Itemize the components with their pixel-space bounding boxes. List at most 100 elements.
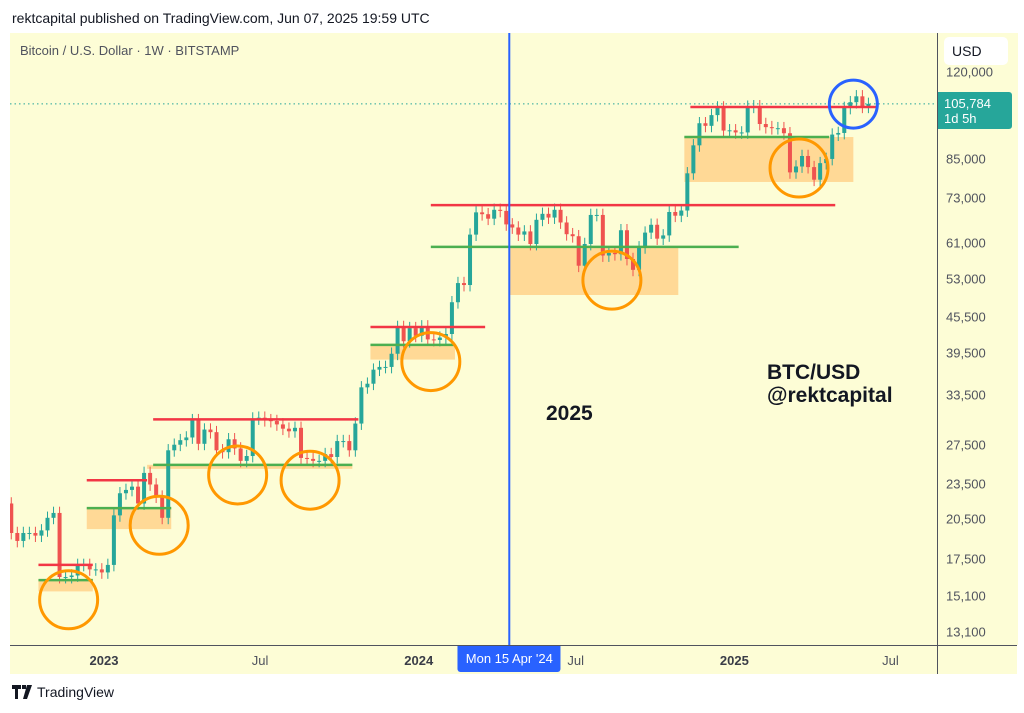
symbol-legend[interactable]: Bitcoin / U.S. Dollar · 1W · BITSTAMP — [20, 43, 240, 58]
time-axis[interactable]: 2023 Jul 2024 Jul 2025 Jul Mon 15 Apr '24 — [10, 645, 1017, 674]
price-tick-label: 53,000 — [946, 271, 986, 287]
candle-down — [781, 128, 786, 134]
candlestick-plot[interactable] — [10, 33, 937, 645]
candle-up — [866, 103, 871, 107]
candle-up — [818, 163, 823, 180]
candle-up — [117, 493, 122, 516]
orange-highlight-circle — [581, 249, 643, 311]
price-tick-label: 20,500 — [946, 511, 986, 527]
handle-annotation: @rektcapital — [767, 384, 893, 407]
candle-down — [148, 472, 153, 485]
candle-down — [413, 328, 418, 336]
candle-down — [860, 96, 865, 107]
axis-corner — [937, 646, 938, 674]
orange-highlight-circle — [128, 494, 190, 556]
candle-up — [691, 145, 696, 174]
candle-down — [238, 448, 243, 461]
price-tick-label: 120,000 — [946, 64, 993, 80]
price-tick-label: 23,500 — [946, 476, 986, 492]
price-tick-label: 17,500 — [946, 551, 986, 567]
candle-up — [661, 235, 666, 239]
blue-highlight-circle — [827, 78, 879, 130]
demand-zone-box — [147, 464, 353, 469]
candle-up — [594, 214, 599, 216]
candle-up — [534, 219, 539, 245]
candle-up — [419, 326, 424, 336]
candle-up — [383, 366, 388, 368]
time-tick-label: Jul — [567, 653, 584, 668]
candle-up — [202, 429, 207, 444]
candle-down — [57, 512, 62, 578]
candle-up — [69, 575, 74, 578]
time-tick-label: 2025 — [719, 653, 749, 668]
candle-up — [643, 232, 648, 248]
price-tick-label: 85,000 — [946, 151, 986, 167]
candle-up — [105, 564, 110, 573]
candle-down — [757, 106, 762, 125]
candle-down — [347, 441, 352, 451]
orange-highlight-circle — [207, 444, 269, 506]
candle-up — [39, 530, 44, 536]
candle-up — [745, 106, 750, 133]
candle-up — [775, 128, 780, 130]
candle-up — [685, 173, 690, 211]
tradingview-logo[interactable]: TradingView — [12, 684, 114, 700]
candle-down — [268, 420, 273, 422]
candle-down — [510, 224, 515, 228]
candle-up — [588, 214, 593, 245]
candle-up — [474, 212, 479, 235]
current-price: 105,784 — [944, 95, 991, 111]
candle-up — [582, 244, 587, 266]
candle-down — [673, 211, 678, 216]
candle-up — [389, 353, 394, 367]
candle-up — [848, 102, 853, 108]
candle-down — [33, 532, 38, 536]
year-annotation: 2025 — [546, 402, 593, 425]
candle-up — [540, 213, 545, 220]
candle-up — [455, 283, 460, 303]
candle-down — [806, 155, 811, 168]
current-price-label: 105,784 1d 5h — [938, 91, 1012, 129]
candle-down — [516, 227, 521, 235]
candle-down — [280, 424, 285, 429]
price-tick-label: 33,500 — [946, 387, 986, 403]
candle-up — [226, 439, 231, 453]
price-axis[interactable]: USD 120,000 85,000 73,000 61,000 53,000 45,50… — [937, 33, 1018, 645]
publish-info: rektcapital published on TradingView.com… — [12, 10, 430, 26]
candle-down — [232, 439, 237, 449]
candle-down — [612, 252, 617, 255]
candle-down — [196, 420, 201, 444]
orange-highlight-circle — [38, 569, 100, 631]
orange-highlight-circle — [279, 449, 341, 511]
currency-button[interactable]: USD — [944, 37, 1008, 65]
candle-down — [214, 432, 219, 451]
candle-up — [836, 132, 841, 135]
candle-down — [15, 532, 20, 541]
candle-down — [311, 458, 316, 461]
demand-zone-box — [38, 580, 93, 592]
candle-down — [600, 214, 605, 256]
candle-down — [299, 427, 304, 458]
candle-up — [468, 234, 473, 286]
orange-highlight-circle — [768, 137, 830, 199]
price-tick-label: 45,500 — [946, 309, 986, 325]
candle-up — [178, 440, 183, 445]
candle-down — [576, 236, 581, 266]
candle-up — [842, 107, 847, 133]
tradingview-brand: TradingView — [37, 684, 115, 700]
candle-down — [431, 339, 436, 341]
candle-down — [274, 421, 279, 425]
candle-down — [812, 167, 817, 180]
candle-up — [27, 532, 32, 534]
candle-down — [570, 234, 575, 237]
tradingview-logo-icon — [12, 685, 32, 699]
time-tick-label: 2024 — [404, 653, 434, 668]
chart-pane[interactable]: Bitcoin / U.S. Dollar · 1W · BITSTAMP 20… — [10, 33, 937, 645]
candle-down — [99, 569, 104, 573]
candle-up — [45, 517, 50, 531]
demand-zone-box — [509, 246, 679, 296]
price-tick-label: 15,100 — [946, 588, 986, 604]
candle-down — [401, 326, 406, 342]
pair-annotation: BTC/USD — [767, 361, 861, 384]
candle-up — [667, 211, 672, 236]
